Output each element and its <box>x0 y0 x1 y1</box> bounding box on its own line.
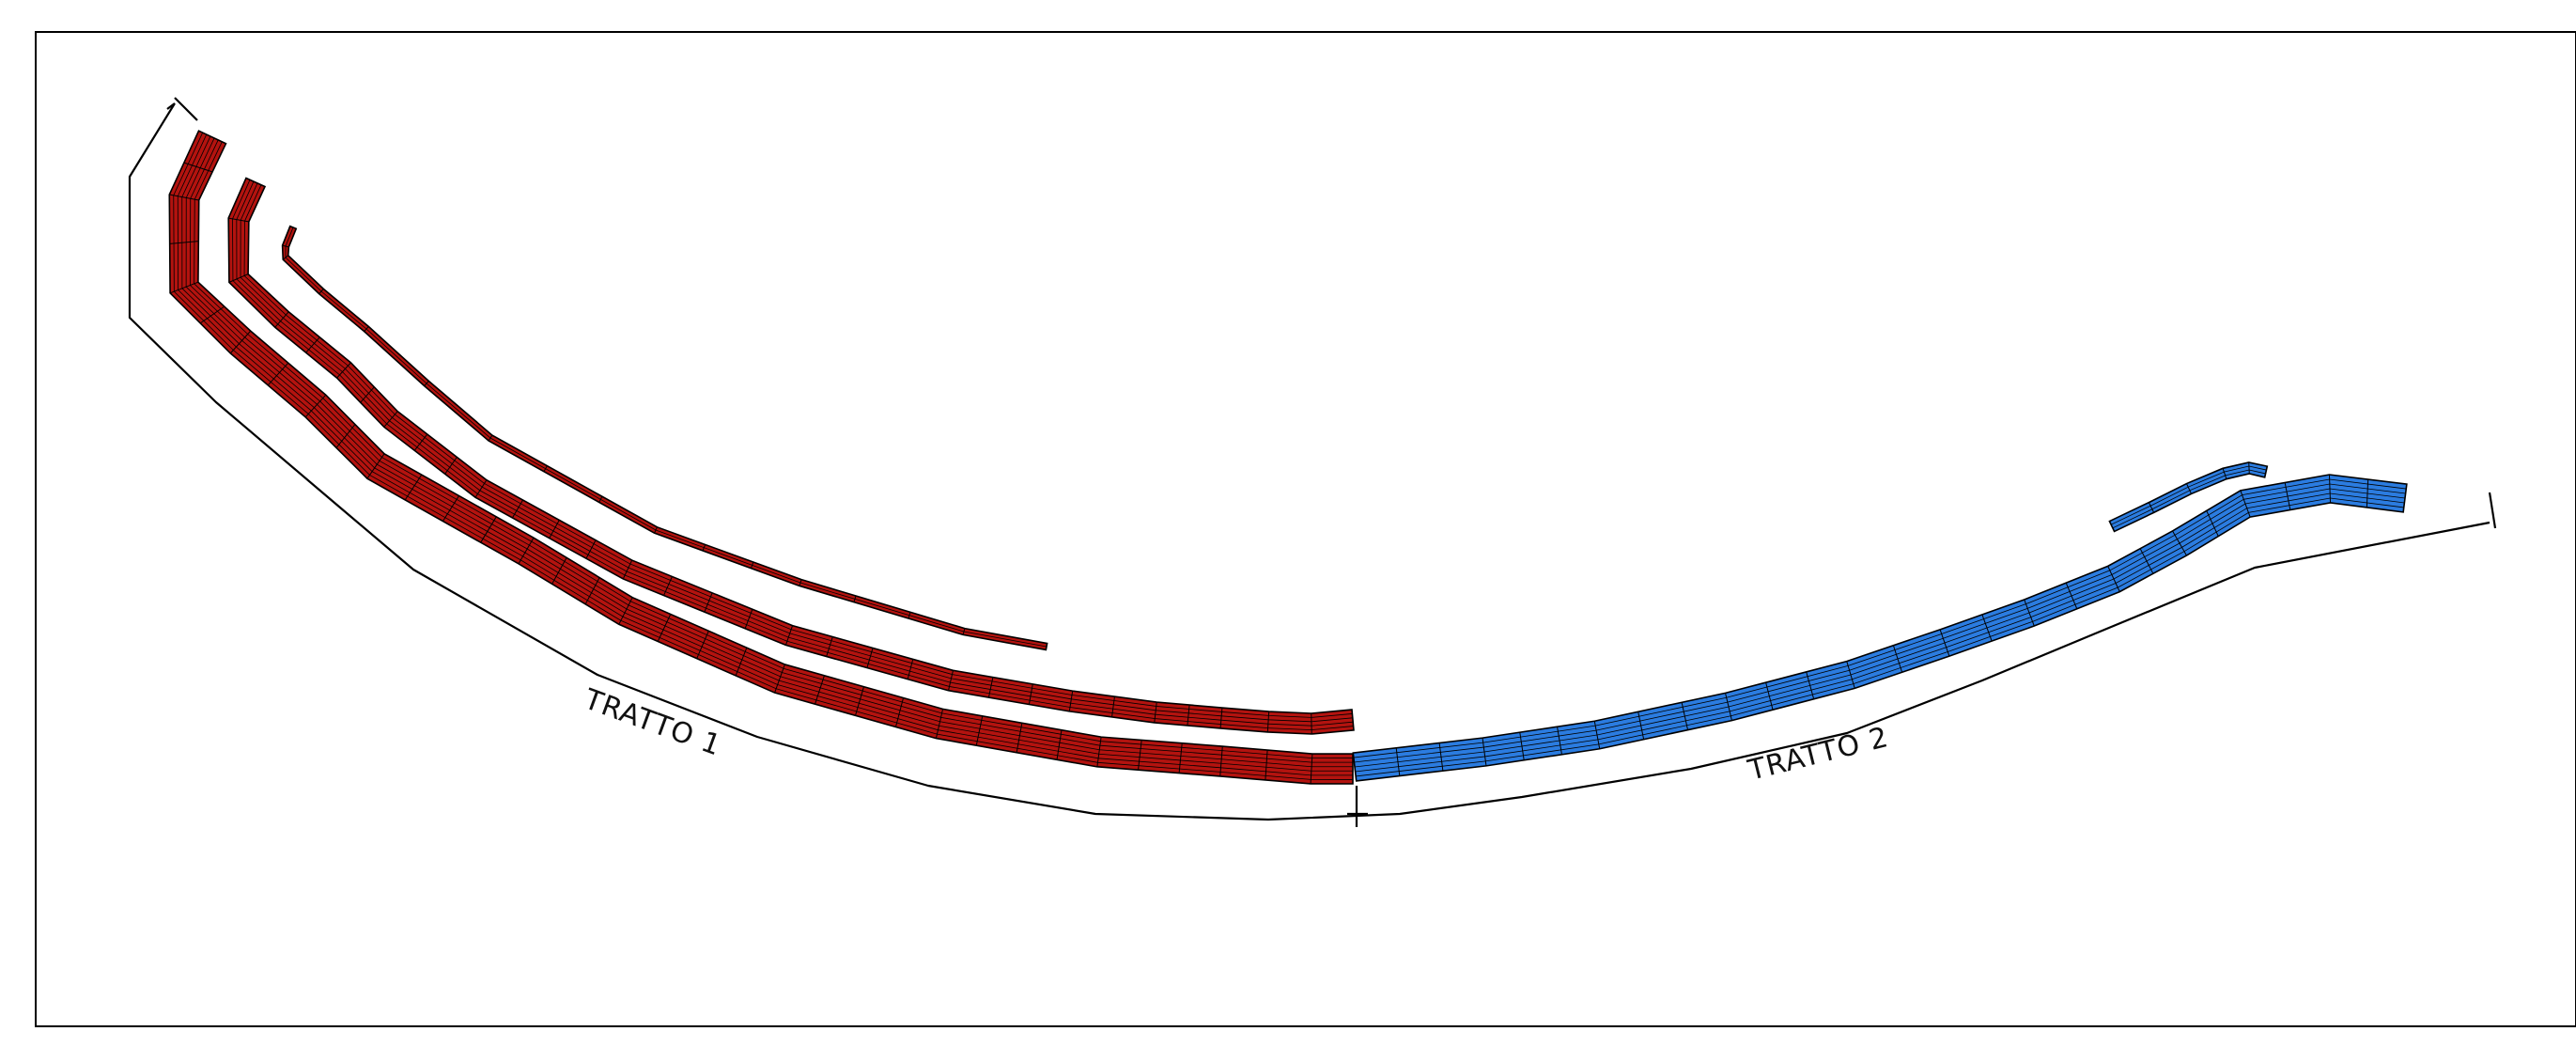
drawing-frame <box>35 31 2576 1027</box>
red-band-inner <box>281 225 1048 651</box>
red-band-middle <box>227 177 1355 735</box>
blue-band-main <box>1352 474 2408 782</box>
tratto-1-label: TRATTO 1 <box>579 682 725 762</box>
red-band-outer <box>168 130 1354 785</box>
blue-band-upper <box>2108 461 2269 533</box>
tratto-2-label: TRATTO 2 <box>1744 721 1891 788</box>
tratto-1-group <box>168 130 1355 785</box>
alignment-line <box>128 102 2491 821</box>
end-tick <box>2488 492 2497 529</box>
start-tick <box>166 97 198 121</box>
tratto-2-group <box>1352 461 2408 782</box>
section-boundary-tick <box>1347 786 1368 827</box>
